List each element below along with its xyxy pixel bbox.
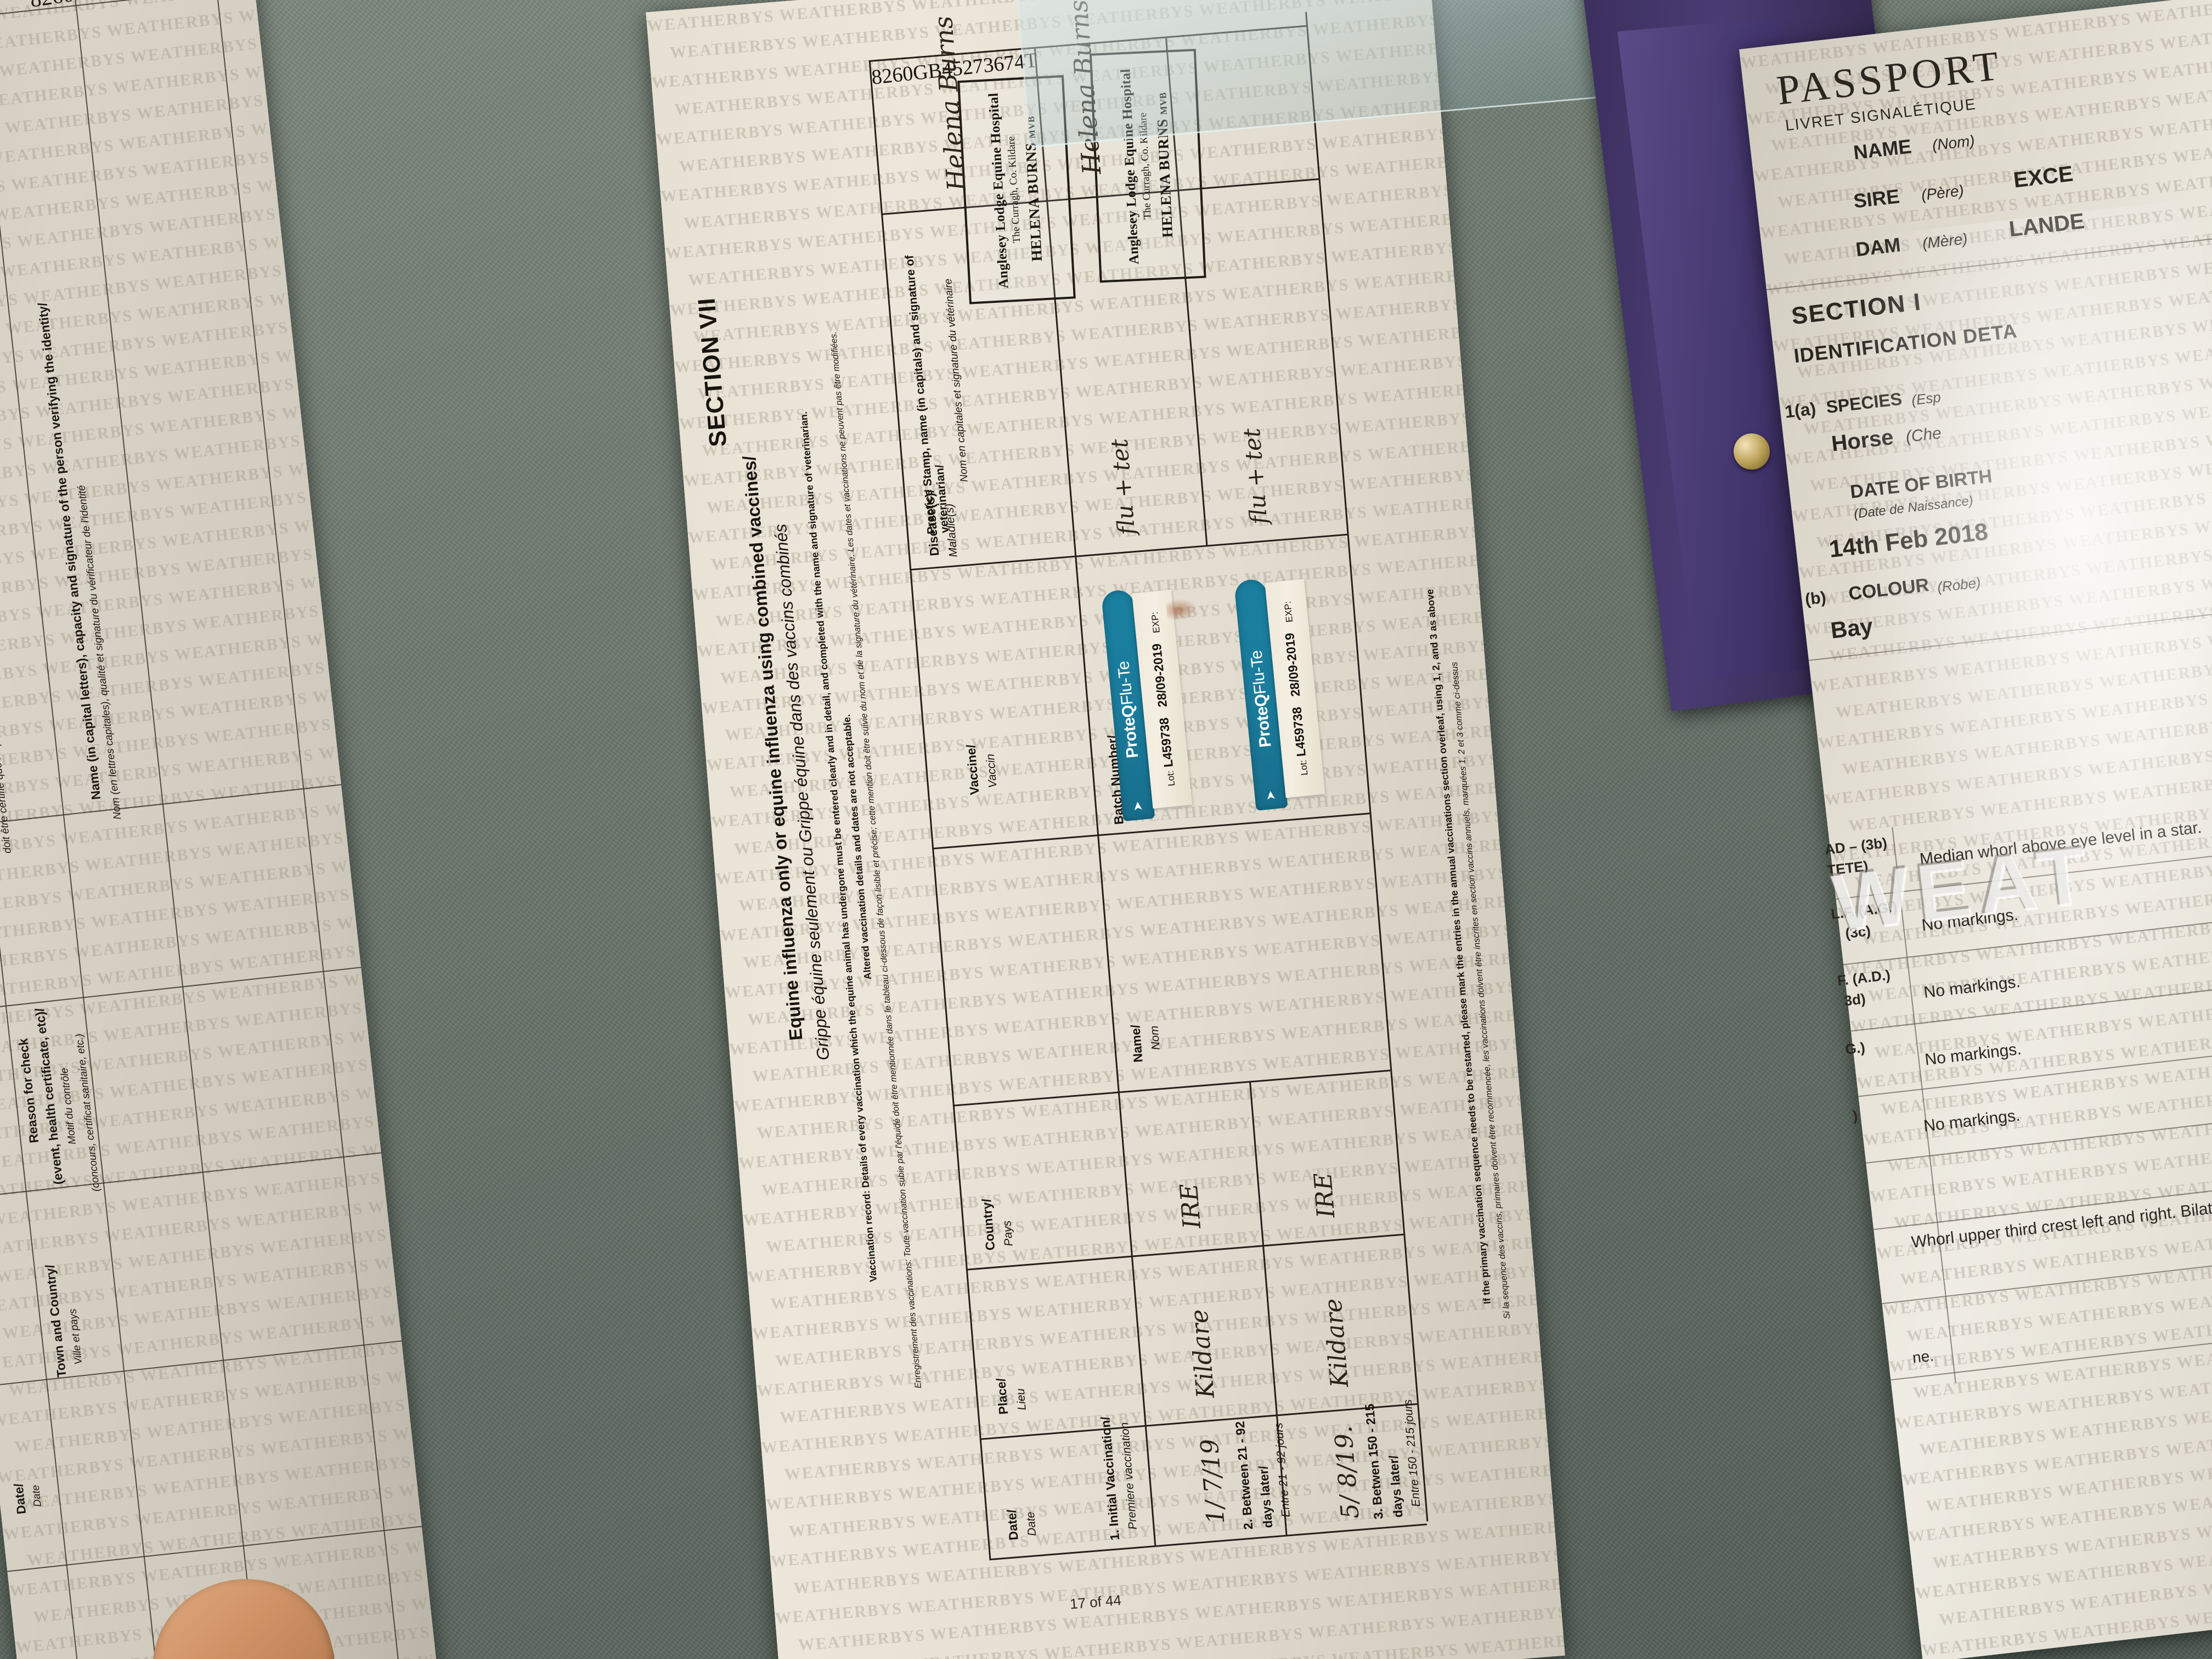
col-country-fr: Pays <box>1000 1220 1015 1247</box>
left-col-header-town-en: Town and Country/ <box>42 1263 69 1379</box>
row-label-2-en: 2. Between 21 - 92 <box>1232 1420 1256 1531</box>
marking-row-divider <box>1850 961 2212 1032</box>
field-paren-sire: (Père) <box>1920 182 1965 204</box>
col-country-en: Country/ <box>979 1198 998 1251</box>
sticker-stain <box>1165 597 1199 622</box>
detail-value-colour: Bay <box>1829 613 1875 644</box>
sticker-arrow-icon: ➤ <box>1130 800 1145 812</box>
section-i-label: SECTION I <box>1790 288 1923 330</box>
row-label-2-fr: Entre 21 - 92 jours <box>1272 1422 1293 1518</box>
left-col-header-reason-fr2: (concours, certificat sanitaire, etc.) <box>74 1033 103 1192</box>
row-2-country-value: IRE <box>1308 1171 1341 1219</box>
left-col-header-town-fr: Ville et pays <box>67 1308 85 1365</box>
col-vaccine-name-en: Name/ <box>1128 1024 1146 1063</box>
col-date-en: Date/ <box>1004 1509 1021 1541</box>
marking-code-2: F. (A.D.) <box>1836 966 1892 989</box>
left-serial-number: 8260GB45273674T <box>29 0 206 13</box>
marking-code-2b: 3d) <box>1843 990 1867 1009</box>
detail-num-colour: (b) <box>1804 588 1827 609</box>
col-date-fr: Date <box>1024 1511 1039 1537</box>
row-label-2-en2: days later/ <box>1256 1465 1276 1529</box>
col-vaccine-name-fr: Nom <box>1148 1025 1163 1051</box>
marking-text-4: No markings. <box>1922 1106 2021 1136</box>
left-col-header-reason-fr: Motif du contrôle <box>58 1067 78 1146</box>
field-label-sire: SIRE <box>1852 184 1901 213</box>
col-place-en: Place/ <box>993 1377 1011 1415</box>
section-vii-page: WEATHERBYS WEATHERBYS WEATHERBYS WEATHER… <box>646 0 1565 1659</box>
marking-text-2: No markings. <box>1922 973 2022 1002</box>
sticker-brand-text: ProteQFlu-Te <box>1247 650 1275 749</box>
sticker-arrow-icon: ➤ <box>1263 789 1278 802</box>
col-practice-stamp-fr: Nom en capitales et signature du vétérin… <box>942 278 970 483</box>
field-value-dam: LANDE <box>2007 208 2086 242</box>
field-value-sire: EXCE <box>2012 161 2074 193</box>
field-paren-dam: (Mère) <box>1921 230 1968 252</box>
row-1-date-value: 1/ 7/19 <box>1195 1437 1231 1525</box>
detail-num-species: 1(a) <box>1784 398 1817 422</box>
row-2-vaccine-sticker: ProteQFlu-Te ➤ Lot: L459738 28/09-2019 E… <box>1233 574 1328 811</box>
sticker-lot-exp-text: Lot: L459738 28/09-2019 EXP: <box>1149 611 1177 787</box>
left-col-header-date-en: Date/ <box>11 1482 29 1515</box>
row-2-date-value: 5/ 8/19. <box>1329 1425 1365 1520</box>
col-place-fr: Lieu <box>1014 1388 1029 1411</box>
row-2-disease-value: flu + tet <box>1238 427 1273 526</box>
sticker-lot-exp-text: Lot: L459738 28/09-2019 EXP: <box>1282 600 1310 776</box>
marking-text-3: No markings. <box>1923 1040 2023 1069</box>
row-label-1-fr: Premiere vaccination <box>1118 1421 1139 1530</box>
col-practice-stamp-en: Practice Stamp, name (in capitals) and s… <box>903 255 952 535</box>
row-1-country-value: IRE <box>1175 1182 1207 1230</box>
detail-label-species: SPECIES <box>1825 388 1903 417</box>
divider-above-section-i <box>1766 219 2212 291</box>
detail-label-colour: COLOUR <box>1847 574 1931 605</box>
row-1-disease-value: flu + tet <box>1105 438 1141 537</box>
detail-paren-species: (Esp <box>1910 388 1942 409</box>
left-col-header-date-fr: Date <box>30 1484 44 1508</box>
detail-value-paren-species: (Che <box>1905 424 1943 447</box>
field-paren-name: (Nom) <box>1931 132 1976 154</box>
marking-code-3: G.) <box>1844 1039 1866 1058</box>
sticker-brand-text: ProteQFlu-Te <box>1114 660 1142 759</box>
left-note-fr-line1: doit être certifié que l'équidé présenté… <box>0 372 14 854</box>
row-label-3-en: 3. Betwen 150 - 215 <box>1362 1403 1386 1520</box>
marking-row-divider <box>1891 1310 2212 1381</box>
left-col-header-reason-en2: (event, health certificate, etc)/ <box>32 1007 66 1186</box>
col-vaccine-group-en: Vaccine/ <box>963 744 982 795</box>
field-label-name: NAME <box>1852 134 1913 164</box>
detail-value-dob: 14th Feb 2018 <box>1827 518 1990 563</box>
marking-row-divider <box>1866 1093 2212 1164</box>
detail-paren-colour: (Robe) <box>1936 574 1982 596</box>
section-label: SECTION VII <box>693 296 732 448</box>
row-1-place-value: Kildare <box>1185 1308 1221 1400</box>
marking-text-6: ne. <box>1911 1347 1935 1367</box>
section-i-title: IDENTIFICATION DETA <box>1792 319 2019 368</box>
row-2-place-value: Kildare <box>1319 1297 1355 1389</box>
col-disease-fr: Maladie(s) <box>943 503 960 558</box>
row-label-3-fr: Entre 150 - 215 jours <box>1401 1399 1423 1508</box>
col-vaccine-group-fr: Vaccin <box>984 753 1000 789</box>
row-label-3-en2: days later/ <box>1386 1454 1406 1519</box>
detail-value-species: Horse <box>1830 425 1895 456</box>
field-label-dam: DAM <box>1854 233 1902 261</box>
marking-row-divider <box>1858 1026 2212 1097</box>
